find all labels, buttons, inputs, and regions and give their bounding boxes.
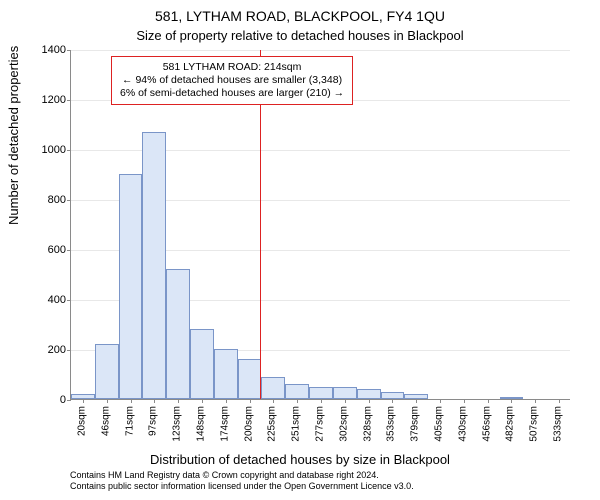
x-tick-label: 456sqm (481, 406, 492, 442)
y-tick-mark (67, 150, 71, 151)
x-tick-mark (369, 399, 370, 403)
annotation-line-2: ← 94% of detached houses are smaller (3,… (120, 74, 344, 87)
x-tick-label: 148sqm (195, 406, 206, 442)
x-tick-mark (511, 399, 512, 403)
histogram-bar (333, 387, 357, 400)
footer-line-1: Contains HM Land Registry data © Crown c… (70, 470, 414, 481)
x-tick-label: 507sqm (529, 406, 540, 442)
y-tick-mark (67, 250, 71, 251)
histogram-bar (190, 329, 214, 399)
x-tick-label: 405sqm (434, 406, 445, 442)
x-tick-label: 200sqm (243, 406, 254, 442)
annotation-box: 581 LYTHAM ROAD: 214sqm ← 94% of detache… (111, 56, 353, 105)
histogram-bar (238, 359, 262, 399)
x-tick-label: 328sqm (362, 406, 373, 442)
footer-line-2: Contains public sector information licen… (70, 481, 414, 492)
x-tick-mark (488, 399, 489, 403)
x-tick-label: 430sqm (457, 406, 468, 442)
x-tick-label: 97sqm (148, 406, 159, 436)
x-tick-mark (464, 399, 465, 403)
histogram-bar (214, 349, 238, 399)
x-tick-mark (392, 399, 393, 403)
x-tick-label: 353sqm (386, 406, 397, 442)
x-tick-label: 20sqm (76, 406, 87, 436)
x-tick-label: 251sqm (291, 406, 302, 442)
y-tick-label: 400 (48, 294, 66, 306)
y-tick-mark (67, 100, 71, 101)
y-tick-mark (67, 200, 71, 201)
x-tick-mark (226, 399, 227, 403)
x-tick-mark (297, 399, 298, 403)
x-tick-mark (416, 399, 417, 403)
x-tick-mark (345, 399, 346, 403)
histogram-bar (381, 392, 405, 400)
x-tick-label: 123sqm (172, 406, 183, 442)
x-tick-mark (83, 399, 84, 403)
histogram-bar (261, 377, 285, 400)
x-tick-mark (250, 399, 251, 403)
x-tick-label: 302sqm (338, 406, 349, 442)
x-tick-label: 379sqm (410, 406, 421, 442)
x-tick-mark (178, 399, 179, 403)
y-tick-label: 1200 (42, 94, 66, 106)
y-tick-label: 1400 (42, 44, 66, 56)
x-tick-mark (202, 399, 203, 403)
x-tick-mark (154, 399, 155, 403)
y-tick-label: 200 (48, 344, 66, 356)
y-tick-mark (67, 350, 71, 351)
x-tick-mark (535, 399, 536, 403)
x-tick-label: 482sqm (505, 406, 516, 442)
x-tick-mark (559, 399, 560, 403)
x-tick-label: 46sqm (100, 406, 111, 436)
chart-subtitle: Size of property relative to detached ho… (0, 28, 600, 43)
x-axis-label: Distribution of detached houses by size … (0, 452, 600, 467)
y-tick-mark (67, 300, 71, 301)
y-tick-label: 0 (60, 394, 66, 406)
chart-title: 581, LYTHAM ROAD, BLACKPOOL, FY4 1QU (0, 8, 600, 24)
x-tick-label: 277sqm (315, 406, 326, 442)
x-tick-label: 174sqm (219, 406, 230, 442)
x-tick-mark (273, 399, 274, 403)
y-tick-label: 600 (48, 244, 66, 256)
y-tick-mark (67, 50, 71, 51)
gridline (71, 50, 570, 51)
x-tick-mark (131, 399, 132, 403)
y-axis-label: Number of detached properties (6, 46, 21, 225)
x-tick-label: 533sqm (553, 406, 564, 442)
histogram-bar (166, 269, 190, 399)
chart-container: 581, LYTHAM ROAD, BLACKPOOL, FY4 1QU Siz… (0, 0, 600, 500)
x-tick-mark (440, 399, 441, 403)
footer-attribution: Contains HM Land Registry data © Crown c… (70, 470, 414, 492)
annotation-line-3: 6% of semi-detached houses are larger (2… (120, 87, 344, 100)
y-tick-label: 800 (48, 194, 66, 206)
x-tick-label: 71sqm (124, 406, 135, 436)
annotation-line-1: 581 LYTHAM ROAD: 214sqm (120, 61, 344, 74)
y-tick-label: 1000 (42, 144, 66, 156)
y-tick-mark (67, 400, 71, 401)
histogram-bar (357, 389, 381, 399)
histogram-bar (119, 174, 143, 399)
x-tick-label: 225sqm (267, 406, 278, 442)
plot-area: 581 LYTHAM ROAD: 214sqm ← 94% of detache… (70, 50, 570, 400)
x-tick-mark (321, 399, 322, 403)
x-tick-mark (107, 399, 108, 403)
histogram-bar (309, 387, 333, 400)
histogram-bar (285, 384, 309, 399)
histogram-bar (95, 344, 119, 399)
histogram-bar (142, 132, 166, 400)
